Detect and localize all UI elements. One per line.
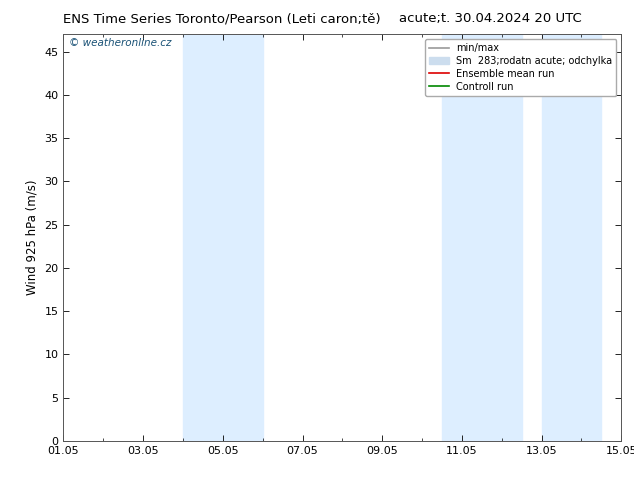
Text: acute;t. 30.04.2024 20 UTC: acute;t. 30.04.2024 20 UTC <box>399 12 582 25</box>
Legend: min/max, Sm  283;rodatn acute; odchylka, Ensemble mean run, Controll run: min/max, Sm 283;rodatn acute; odchylka, … <box>425 39 616 96</box>
Bar <box>541 34 602 441</box>
Bar <box>442 34 522 441</box>
Bar <box>183 34 262 441</box>
Text: © weatheronline.cz: © weatheronline.cz <box>69 38 171 49</box>
Text: ENS Time Series Toronto/Pearson (Leti caron;tě): ENS Time Series Toronto/Pearson (Leti ca… <box>63 12 381 25</box>
Y-axis label: Wind 925 hPa (m/s): Wind 925 hPa (m/s) <box>26 180 39 295</box>
